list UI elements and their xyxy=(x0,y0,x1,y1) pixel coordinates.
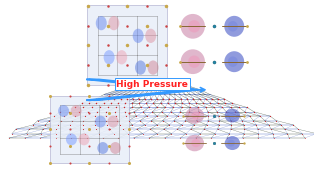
Ellipse shape xyxy=(227,140,235,147)
Ellipse shape xyxy=(181,49,205,74)
Ellipse shape xyxy=(66,133,77,145)
Ellipse shape xyxy=(185,135,204,151)
Ellipse shape xyxy=(71,105,82,117)
Ellipse shape xyxy=(97,142,108,154)
Ellipse shape xyxy=(108,16,119,30)
Ellipse shape xyxy=(191,139,201,147)
Ellipse shape xyxy=(185,107,204,124)
Ellipse shape xyxy=(188,20,200,33)
Ellipse shape xyxy=(145,29,156,43)
Ellipse shape xyxy=(107,115,119,127)
Ellipse shape xyxy=(78,133,89,145)
Ellipse shape xyxy=(96,16,107,30)
Ellipse shape xyxy=(95,115,106,127)
Ellipse shape xyxy=(181,14,205,39)
FancyBboxPatch shape xyxy=(50,96,129,163)
Ellipse shape xyxy=(133,29,144,43)
Ellipse shape xyxy=(104,50,115,64)
Ellipse shape xyxy=(224,51,244,72)
Ellipse shape xyxy=(191,112,201,120)
Ellipse shape xyxy=(188,56,200,68)
Ellipse shape xyxy=(116,50,127,64)
Ellipse shape xyxy=(227,112,235,119)
Ellipse shape xyxy=(110,142,121,154)
Ellipse shape xyxy=(228,21,238,32)
Ellipse shape xyxy=(135,60,146,75)
Ellipse shape xyxy=(225,136,240,150)
Ellipse shape xyxy=(224,16,244,37)
FancyBboxPatch shape xyxy=(87,5,167,85)
Ellipse shape xyxy=(148,60,159,75)
Ellipse shape xyxy=(58,105,69,117)
Ellipse shape xyxy=(228,57,238,67)
Ellipse shape xyxy=(225,109,240,122)
Text: High Pressure: High Pressure xyxy=(116,80,188,89)
